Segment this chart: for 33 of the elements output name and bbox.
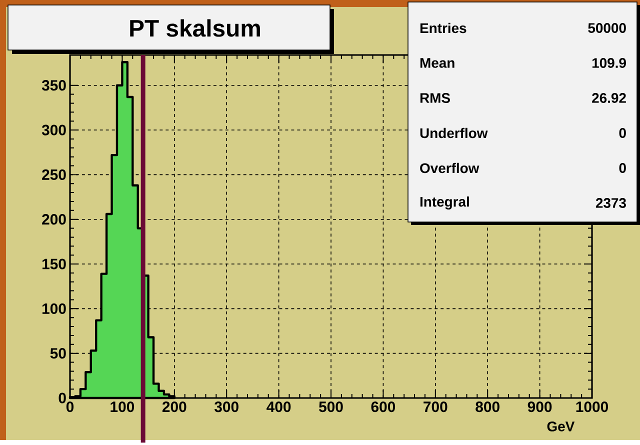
y-tick-label: 0 — [58, 392, 66, 404]
x-tick-label: 400 — [266, 402, 291, 412]
x-tick-label: 100 — [110, 402, 134, 412]
text: 0 — [619, 163, 626, 174]
x-tick-label: 200 — [162, 402, 186, 412]
y-tick-label: 300 — [42, 124, 66, 136]
text: 26.92 — [592, 93, 626, 104]
chart-title: PT skalsum — [130, 19, 260, 37]
text: 50000 — [588, 23, 626, 34]
x-tick-label: 900 — [528, 402, 552, 412]
text: Entries — [420, 22, 466, 34]
annotation: RMS — [420, 93, 450, 104]
annotation: Integral — [420, 196, 469, 210]
y-tick-label: 50 — [50, 348, 66, 359]
y-tick-label: 150 — [42, 258, 66, 270]
x-tick-label: 500 — [318, 402, 343, 412]
y-tick-label: 250 — [42, 169, 66, 180]
text: 2373 — [596, 198, 626, 208]
y-tick-label: 350 — [42, 80, 66, 91]
x-tick-label: 800 — [476, 402, 500, 412]
text: 0 — [619, 128, 626, 138]
x-tick-label: 1000 — [576, 402, 608, 412]
annotation: Mean — [420, 58, 454, 68]
x-tick-label: 600 — [371, 402, 396, 412]
y-tick-label: 200 — [42, 214, 66, 225]
x-tick-label: 0 — [66, 402, 74, 412]
x-tick-label: 300 — [214, 402, 238, 412]
annotation: Overflow — [420, 162, 480, 174]
x-axis-title: GeV — [547, 422, 575, 432]
y-tick-label: 100 — [42, 303, 66, 314]
annotation: Underflow — [420, 128, 488, 138]
x-tick-label: 700 — [424, 402, 448, 412]
text: 109.9 — [592, 58, 626, 68]
